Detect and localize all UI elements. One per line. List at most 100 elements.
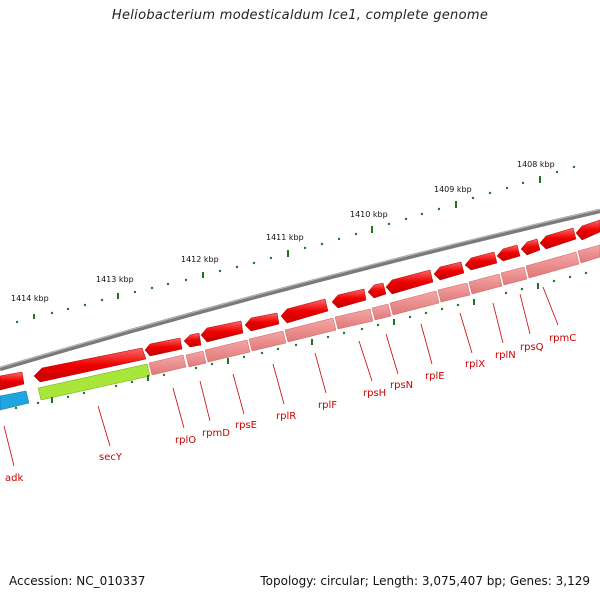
kbp-label: 1411 kbp (266, 233, 304, 242)
tick-dot (294, 343, 298, 347)
gene-leaders (3, 286, 559, 467)
feature-pink (577, 244, 600, 264)
kbp-label: 1409 kbp (434, 185, 472, 194)
gene-arrow (464, 251, 498, 271)
gene-arrow (539, 227, 577, 250)
feature-blue (0, 390, 30, 411)
forward-genes (0, 219, 600, 391)
leader-rpmD (199, 380, 211, 422)
gene-label-rplR: rplR (276, 411, 296, 422)
kbp-label: 1412 kbp (181, 255, 219, 264)
kbp-label: 1413 kbp (96, 275, 134, 284)
tick-dot (210, 362, 214, 366)
tick-dot (552, 279, 556, 283)
tick-dot (235, 265, 239, 269)
tick-dot (437, 207, 441, 211)
gene-arrow (367, 282, 387, 299)
gene-arrow (496, 244, 521, 262)
leader-rpsN (385, 333, 399, 375)
gene-label-adk: adk (5, 473, 23, 484)
tick-dot (584, 271, 588, 275)
leader-rplX (459, 312, 473, 354)
leader-rpsH (358, 340, 373, 382)
tick-dot (184, 278, 188, 282)
gene-label-rpmC: rpmC (549, 333, 576, 344)
feature-pink (148, 354, 187, 376)
tick-dot (568, 275, 572, 279)
tick-dot (242, 355, 246, 359)
tick-dot (82, 391, 86, 395)
feature-pink (248, 330, 287, 352)
tick-dot (130, 380, 134, 384)
gene-label-rplX: rplX (465, 359, 485, 370)
tick-dot (572, 165, 576, 169)
feature-pink (525, 251, 580, 279)
gene-arrow (433, 261, 465, 281)
leader-rplE (420, 323, 433, 365)
tick-dot (376, 323, 380, 327)
gene-arrow (385, 269, 434, 295)
feature-green-secY (37, 363, 151, 401)
accession-text: Accession: NC_010337 (9, 574, 146, 588)
kbp-label: 1410 kbp (350, 210, 388, 219)
tick-dot (555, 170, 559, 174)
gene-arrow (200, 320, 244, 343)
gene-label-rplN: rplN (495, 350, 516, 361)
feature-pink (437, 282, 471, 303)
tick-track-inner (14, 271, 588, 410)
tick-dot (420, 212, 424, 216)
tick-dot (440, 307, 444, 311)
tick-dot (342, 331, 346, 335)
gene-arrow (520, 238, 541, 256)
tick-dot (133, 290, 137, 294)
leader-adk (3, 425, 15, 467)
gene-label-rpsE: rpsE (235, 420, 257, 431)
tick-dot (15, 320, 19, 324)
tick-dot (194, 366, 198, 370)
leader-rpmC (542, 286, 559, 326)
tick-dot (36, 401, 40, 405)
feature-pink (468, 273, 503, 295)
tick-dot (100, 298, 104, 302)
gene-label-rplF: rplF (318, 400, 337, 411)
feature-pink (500, 266, 528, 286)
tick-dot (360, 327, 364, 331)
feature-pink (371, 303, 392, 321)
gene-arrow (575, 219, 600, 241)
tick-dot (83, 303, 87, 307)
gene-arrow (244, 312, 280, 332)
tick-dot (218, 269, 222, 273)
tick-dot (404, 217, 408, 221)
gene-arrow (280, 298, 329, 324)
leader-rplF (314, 352, 327, 394)
tick-dot (521, 181, 525, 185)
tick-dot (50, 311, 54, 315)
leader-secY (97, 405, 111, 447)
genome-stats-text: Topology: circular; Length: 3,075,407 bp… (260, 574, 590, 588)
feature-pink (334, 308, 374, 330)
tick-dot (269, 256, 273, 260)
gene-arrow (0, 371, 25, 391)
genome-backbone-highlight (0, 209, 600, 368)
gene-arrow-secY-region (33, 347, 147, 383)
feature-pink (204, 339, 251, 363)
tick-dot (456, 303, 460, 307)
gene-arrow (183, 332, 202, 348)
tick-dot (520, 287, 524, 291)
leader-rpsE (232, 373, 245, 415)
tick-dot (162, 373, 166, 377)
genome-title: Heliobacterium modesticaldum Ice1, compl… (111, 8, 489, 23)
tick-dot (504, 291, 508, 295)
feature-pink (389, 290, 440, 316)
tick-dot (471, 196, 475, 200)
tick-dot (166, 282, 170, 286)
tick-dot (252, 261, 256, 265)
tick-dot (320, 242, 324, 246)
gene-label-secY: secY (99, 452, 123, 463)
leader-rplN (492, 302, 504, 344)
gene-label-rpsH: rpsH (363, 388, 386, 399)
gene-label-rpsN: rpsN (390, 380, 413, 391)
feature-pink (185, 350, 207, 368)
gene-arrow (331, 288, 367, 309)
